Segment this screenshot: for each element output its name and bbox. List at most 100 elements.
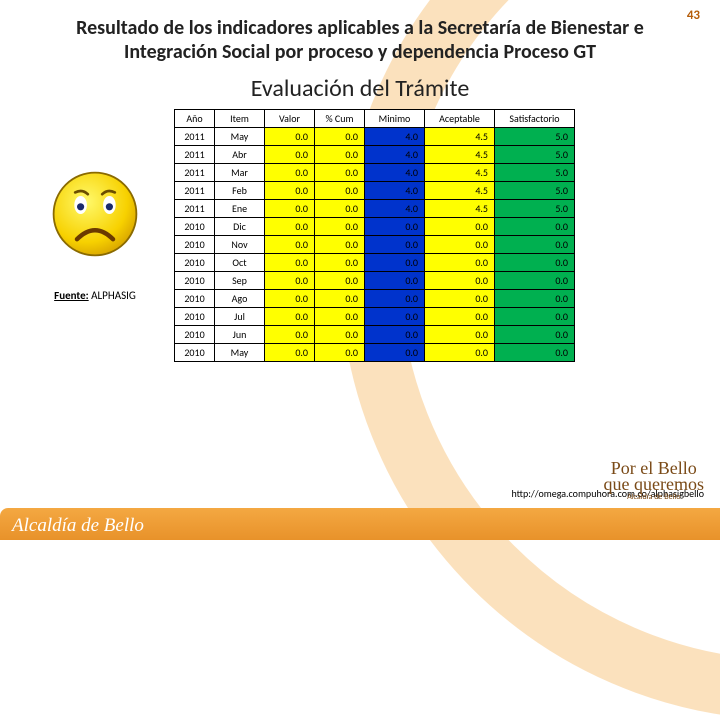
table-cell: 2010 — [175, 308, 215, 326]
table-header: Año — [175, 110, 215, 128]
footer-logo: Por el Bello que queremos Alcaldía de Be… — [604, 460, 704, 502]
table-cell: 2010 — [175, 290, 215, 308]
table-header: Aceptable — [425, 110, 495, 128]
table-cell: 0.0 — [315, 200, 365, 218]
table-cell: 0.0 — [265, 290, 315, 308]
table-row: 2011Mar0.00.04.04.55.0 — [175, 164, 575, 182]
table-row: 2010Sep0.00.00.00.00.0 — [175, 272, 575, 290]
table-cell: 0.0 — [265, 182, 315, 200]
table-cell: 4.5 — [425, 200, 495, 218]
table-cell: Feb — [215, 182, 265, 200]
table-cell: 0.0 — [425, 218, 495, 236]
table-cell: 0.0 — [365, 254, 425, 272]
table-cell: 0.0 — [315, 146, 365, 164]
table-cell: 0.0 — [365, 290, 425, 308]
table-cell: 0.0 — [265, 218, 315, 236]
table-cell: Oct — [215, 254, 265, 272]
table-row: 2010Nov0.00.00.00.00.0 — [175, 236, 575, 254]
table-row: 2011Ene0.00.04.04.55.0 — [175, 200, 575, 218]
table-cell: 0.0 — [315, 164, 365, 182]
table-cell: May — [215, 344, 265, 362]
table-cell: 2010 — [175, 218, 215, 236]
source-label: Fuente: ALPHASIG — [20, 289, 170, 302]
table-cell: 0.0 — [495, 290, 575, 308]
table-cell: 0.0 — [365, 218, 425, 236]
table-cell: 4.5 — [425, 128, 495, 146]
table-cell: Mar — [215, 164, 265, 182]
table-cell: 0.0 — [495, 218, 575, 236]
table-cell: 0.0 — [425, 254, 495, 272]
table-cell: 2011 — [175, 146, 215, 164]
table-cell: 0.0 — [315, 254, 365, 272]
table-cell: 5.0 — [495, 128, 575, 146]
table-cell: 0.0 — [315, 326, 365, 344]
footer-left-text: Alcaldía de Bello — [12, 515, 144, 537]
table-cell: 0.0 — [425, 308, 495, 326]
table-cell: 0.0 — [365, 308, 425, 326]
table-cell: May — [215, 128, 265, 146]
table-cell: 5.0 — [495, 200, 575, 218]
table-cell: Ago — [215, 290, 265, 308]
table-cell: Jul — [215, 308, 265, 326]
table-cell: Dic — [215, 218, 265, 236]
table-cell: 2010 — [175, 272, 215, 290]
table-cell: 0.0 — [425, 236, 495, 254]
table-row: 2010Dic0.00.00.00.00.0 — [175, 218, 575, 236]
table-cell: Jun — [215, 326, 265, 344]
table-cell: 0.0 — [265, 272, 315, 290]
table-cell: 4.0 — [365, 146, 425, 164]
table-cell: 0.0 — [315, 128, 365, 146]
table-cell: 0.0 — [315, 290, 365, 308]
table-cell: 0.0 — [365, 236, 425, 254]
table-cell: 0.0 — [315, 218, 365, 236]
table-cell: Sep — [215, 272, 265, 290]
table-cell: 0.0 — [265, 128, 315, 146]
table-header: Valor — [265, 110, 315, 128]
table-cell: 0.0 — [315, 272, 365, 290]
table-cell: Ene — [215, 200, 265, 218]
table-header: Satisfactorio — [495, 110, 575, 128]
page-number: 43 — [687, 8, 700, 23]
table-cell: 0.0 — [425, 326, 495, 344]
table-cell: 0.0 — [315, 308, 365, 326]
table-cell: 2011 — [175, 164, 215, 182]
table-cell: 0.0 — [265, 146, 315, 164]
table-cell: 0.0 — [315, 344, 365, 362]
table-row: 2011Feb0.00.04.04.55.0 — [175, 182, 575, 200]
table-row: 2011May0.00.04.04.55.0 — [175, 128, 575, 146]
table-header: % Cum — [315, 110, 365, 128]
table-row: 2011Abr0.00.04.04.55.0 — [175, 146, 575, 164]
table-cell: 0.0 — [265, 308, 315, 326]
table-cell: 2010 — [175, 254, 215, 272]
table-cell: 2011 — [175, 128, 215, 146]
table-cell: 4.5 — [425, 146, 495, 164]
table-cell: 0.0 — [495, 254, 575, 272]
table-cell: 0.0 — [265, 326, 315, 344]
table-cell: 0.0 — [315, 236, 365, 254]
table-cell: 5.0 — [495, 146, 575, 164]
table-cell: 0.0 — [265, 200, 315, 218]
table-cell: 2010 — [175, 236, 215, 254]
table-cell: Nov — [215, 236, 265, 254]
table-row: 2010Ago0.00.00.00.00.0 — [175, 290, 575, 308]
table-header: Item — [215, 110, 265, 128]
table-cell: 0.0 — [265, 164, 315, 182]
table-cell: 0.0 — [495, 308, 575, 326]
page-title: Resultado de los indicadores aplicables … — [0, 0, 720, 68]
table-cell: 0.0 — [265, 254, 315, 272]
footer-bar: Alcaldía de Bello — [0, 502, 720, 540]
table-cell: 4.0 — [365, 182, 425, 200]
table-cell: 0.0 — [265, 344, 315, 362]
table-cell: 4.5 — [425, 182, 495, 200]
page-subtitle: Evaluación del Trámite — [0, 74, 720, 103]
table-cell: 5.0 — [495, 164, 575, 182]
table-cell: 2010 — [175, 344, 215, 362]
table-row: 2010Jul0.00.00.00.00.0 — [175, 308, 575, 326]
table-cell: 4.5 — [425, 164, 495, 182]
table-cell: Abr — [215, 146, 265, 164]
table-cell: 0.0 — [365, 344, 425, 362]
table-header: Minimo — [365, 110, 425, 128]
table-cell: 0.0 — [495, 344, 575, 362]
table-cell: 2010 — [175, 326, 215, 344]
table-row: 2010Oct0.00.00.00.00.0 — [175, 254, 575, 272]
